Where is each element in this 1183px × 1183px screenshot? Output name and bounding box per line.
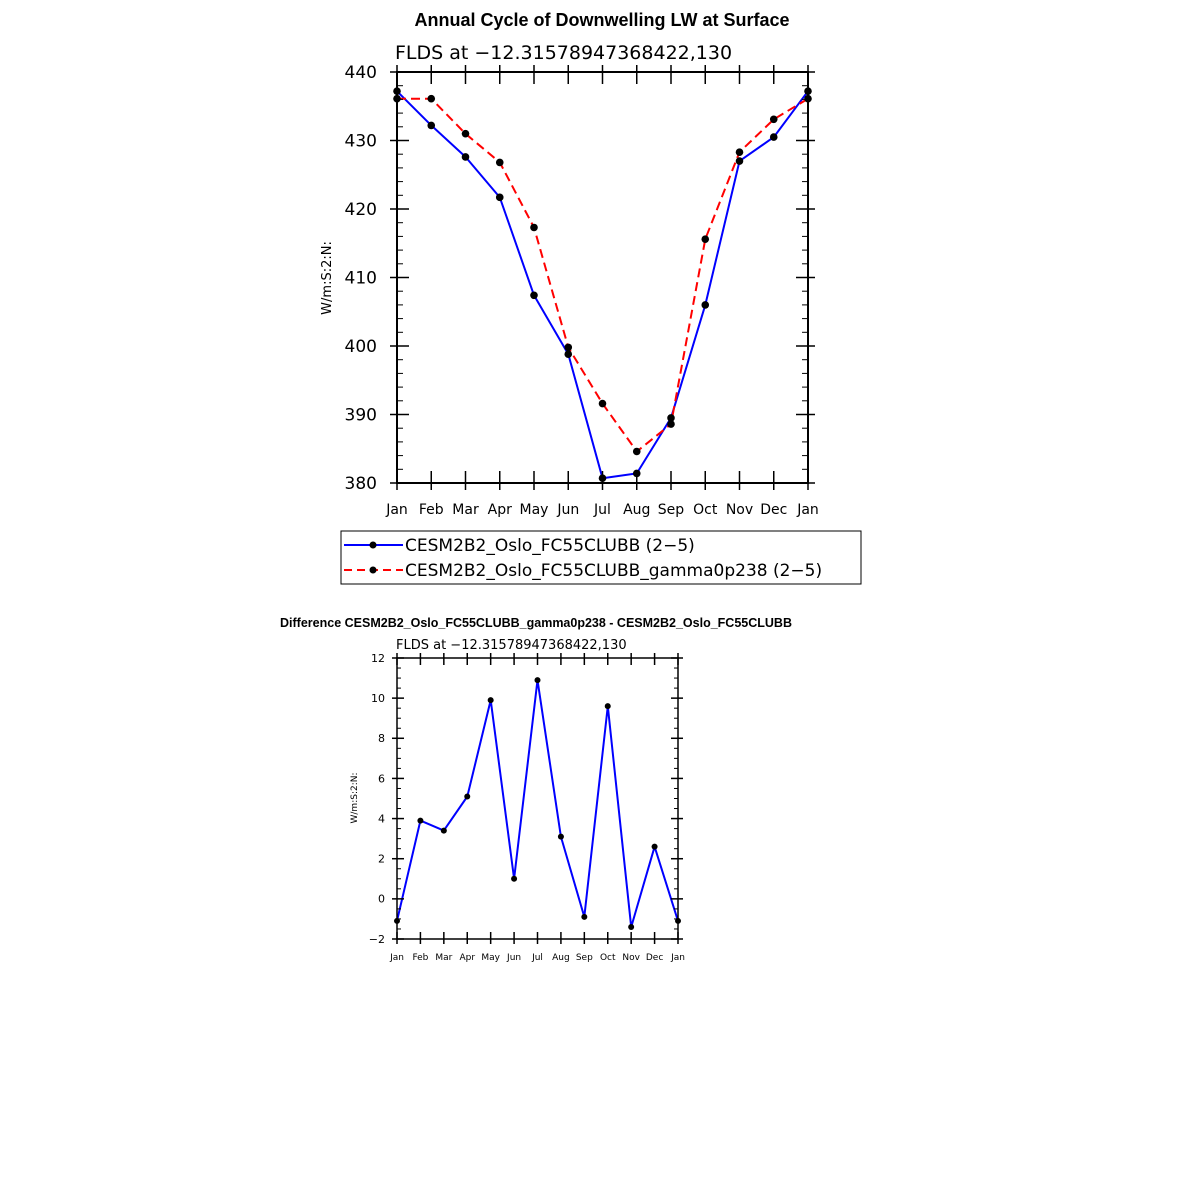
data-point [701,301,710,309]
data-point [769,115,778,124]
y-tick-label: 380 [345,474,377,494]
x-tick-label: Mar [452,502,479,518]
annual-cycle-chart: Annual Cycle of Downwelling LW at Surfac… [320,10,862,585]
x-tick-label: Jul [531,953,543,963]
chart1-y-axis-label: W/m:S:2:N: [320,241,335,315]
legend-frame [340,530,862,585]
x-tick-label: Sep [576,953,593,963]
y-tick-label: 390 [345,405,377,425]
data-point [581,913,588,920]
data-point [557,833,564,840]
data-point [735,157,744,165]
x-tick-label: Dec [646,953,663,963]
data-point [769,133,778,141]
data-point [427,94,436,103]
x-tick-label: Jan [389,953,404,963]
y-tick-label: 2 [378,853,385,866]
chart2-subtitle: FLDS at −12.31578947368422,130 [396,638,627,653]
data-point [495,193,504,202]
data-point [417,817,424,824]
data-point [735,148,744,156]
data-point [530,291,538,300]
chart1-title: Annual Cycle of Downwelling LW at Surfac… [414,10,789,30]
x-tick-label: Nov [622,953,640,963]
chart2-plot-frame [396,657,679,940]
data-point [487,697,494,704]
x-tick-label: Jan [385,502,408,518]
data-point [427,121,436,130]
data-point [495,158,504,167]
y-tick-label: 12 [371,652,385,665]
x-tick-label: Oct [693,502,718,518]
y-tick-label: 410 [345,268,377,288]
difference-chart: Difference CESM2B2_Oslo_FC55CLUBB_gamma0… [280,616,792,963]
data-point [511,875,518,882]
x-tick-label: Feb [412,953,428,963]
y-tick-label: 8 [378,732,385,745]
x-tick-label: May [520,502,549,518]
legend-label-series-2: CESM2B2_Oslo_FC55CLUBB_gamma0p238 (2−5) [405,561,822,581]
y-tick-label: 4 [378,812,385,825]
data-point [604,703,611,710]
y-tick-label: 6 [378,772,385,785]
data-point [632,447,641,456]
x-tick-label: Apr [459,953,475,963]
data-point [667,420,675,428]
data-point [461,129,470,138]
data-point [701,235,710,243]
x-tick-label: May [481,953,500,963]
data-point [598,399,607,408]
y-tick-label: 430 [345,131,377,151]
series-line-1 [396,90,809,480]
x-tick-label: Jul [593,502,611,518]
data-point [464,793,471,800]
legend-label-series-1: CESM2B2_Oslo_FC55CLUBB (2−5) [405,536,695,556]
x-tick-label: Mar [435,953,452,963]
y-tick-label: 440 [345,63,377,83]
x-tick-label: Sep [658,502,685,518]
x-tick-label: Jun [506,953,521,963]
legend-marker-series-2 [369,566,377,574]
data-point [461,153,470,161]
data-point [564,350,573,359]
x-tick-label: Jan [796,502,819,518]
x-tick-label: Dec [760,502,787,518]
y-tick-label: −2 [369,933,385,946]
chart1-plot-frame [396,71,809,484]
x-tick-label: Aug [623,502,650,518]
series-line-1 [396,679,679,928]
y-tick-label: 420 [345,200,377,220]
data-point [667,414,675,422]
data-point [628,923,635,930]
x-tick-label: Jun [556,502,579,518]
x-tick-label: Oct [600,953,616,963]
chart2-y-axis-label: W/m:S:2:N: [350,773,360,824]
data-point [440,827,447,834]
y-tick-label: 400 [345,337,377,357]
y-tick-label: 0 [378,893,385,906]
chart2-title: Difference CESM2B2_Oslo_FC55CLUBB_gamma0… [280,616,792,630]
chart1-subtitle: FLDS at −12.31578947368422,130 [395,42,732,64]
y-tick-label: 10 [371,692,385,705]
x-tick-label: Aug [552,953,570,963]
data-point [564,343,573,352]
x-tick-label: Jan [670,953,685,963]
chart1-legend: CESM2B2_Oslo_FC55CLUBB (2−5) CESM2B2_Osl… [340,530,862,585]
x-tick-label: Nov [726,502,753,518]
data-point [530,223,538,232]
data-point [651,843,658,850]
data-point [534,677,541,684]
x-tick-label: Apr [488,502,512,518]
x-tick-label: Feb [419,502,444,518]
legend-marker-series-1 [369,541,377,549]
